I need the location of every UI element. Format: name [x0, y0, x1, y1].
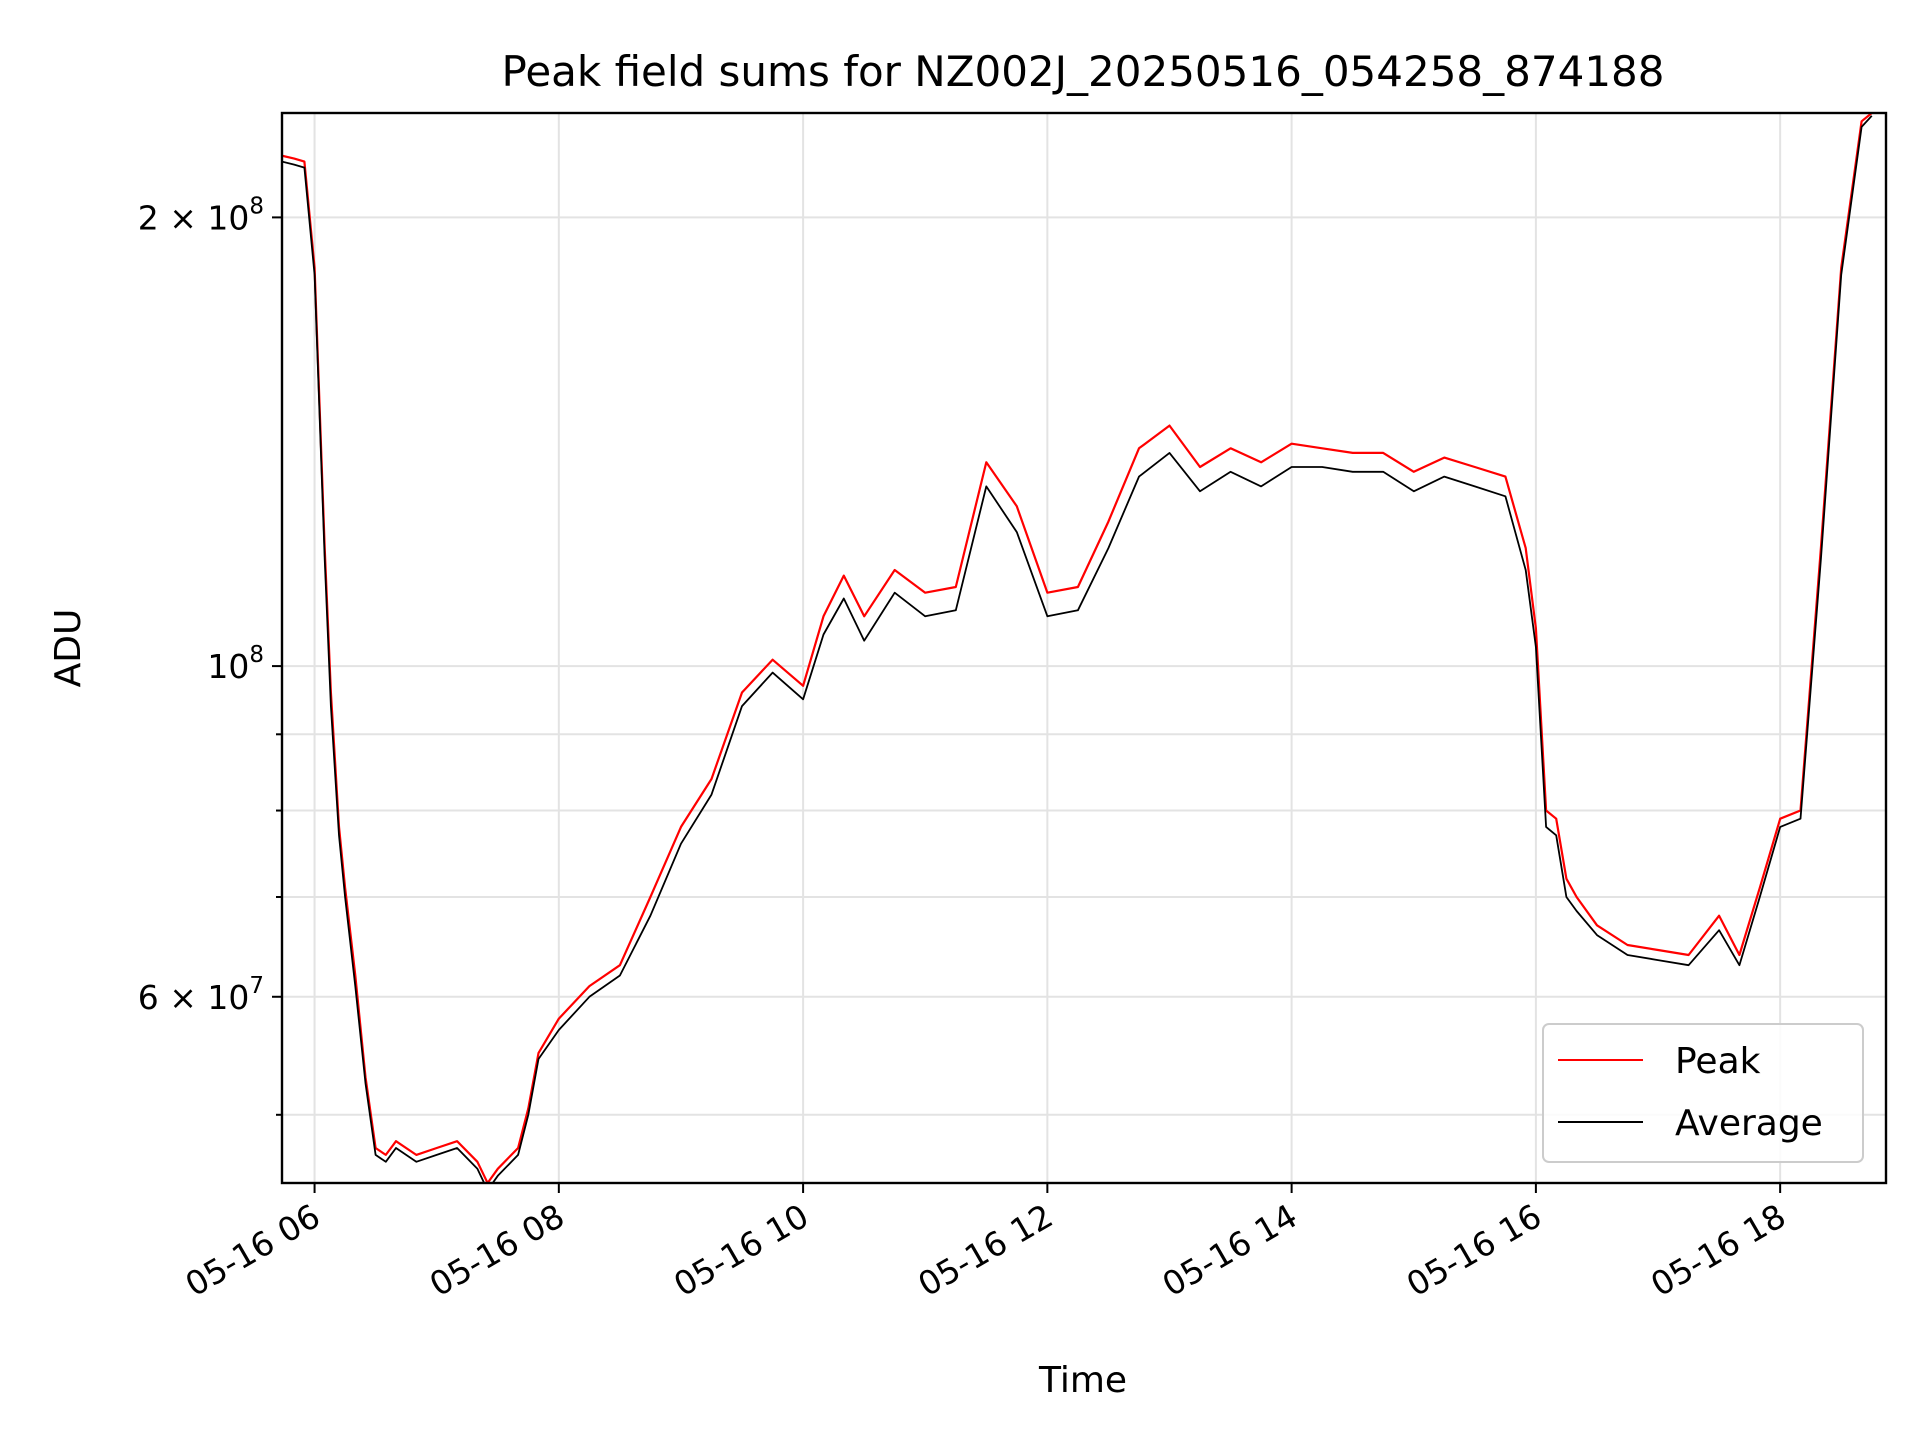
y-tick-mantissa: 2 × 10 [138, 198, 250, 237]
y-axis-label: ADU [48, 609, 89, 688]
plot-frame [280, 111, 1888, 1185]
x-tick-label: 05-16 08 [423, 1196, 571, 1304]
x-tick-label: 05-16 14 [1156, 1196, 1304, 1304]
y-tick-exponent: 8 [249, 193, 264, 219]
y-tick-mantissa: 10 [207, 647, 249, 686]
x-tick-label: 05-16 16 [1400, 1196, 1548, 1304]
x-tick-label: 05-16 18 [1644, 1196, 1792, 1304]
plot-area [282, 113, 1873, 1183]
y-tick-label: 6 × 107 [138, 973, 264, 1017]
y-tick-label: 108 [207, 642, 264, 686]
y-tick-exponent: 7 [249, 973, 264, 999]
legend-box [1542, 1023, 1864, 1163]
legend-label-peak: Peak [1675, 1041, 1761, 1082]
y-tick-exponent: 8 [249, 642, 264, 668]
y-tick-mantissa: 6 × 10 [138, 978, 250, 1017]
series-line-average [282, 115, 1873, 1183]
grid [282, 113, 1886, 1183]
chart-title: Peak field sums for NZ002J_20250516_0542… [502, 47, 1665, 96]
legend: Peak Average [1542, 1023, 1864, 1163]
legend-label-average: Average [1675, 1103, 1823, 1144]
series-line-peak [282, 113, 1873, 1183]
x-tick-label: 05-16 10 [667, 1196, 815, 1304]
x-tick-label: 05-16 06 [179, 1196, 327, 1304]
y-tick-label: 2 × 108 [138, 193, 264, 237]
x-axis-label: Time [1038, 1360, 1127, 1401]
x-tick-label: 05-16 12 [911, 1196, 1059, 1304]
x-axis: 05-16 06 05-16 08 05-16 10 05-16 12 05-16 14… [179, 1183, 1792, 1304]
